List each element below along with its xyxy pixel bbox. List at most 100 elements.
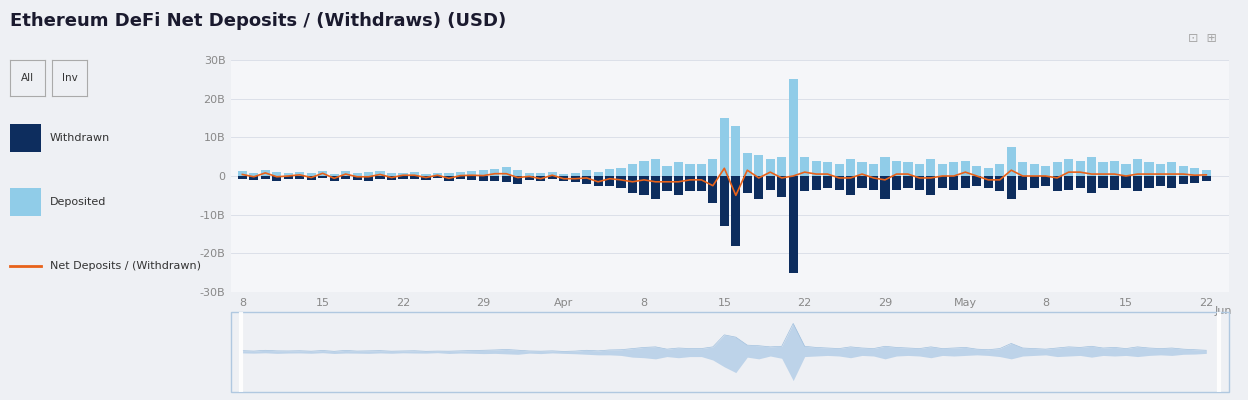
- Bar: [950, 176, 958, 190]
- Bar: [822, 162, 832, 176]
- Bar: [295, 176, 305, 179]
- Bar: [537, 176, 545, 182]
- Bar: [1109, 160, 1119, 176]
- Bar: [295, 172, 305, 176]
- Bar: [1030, 176, 1038, 188]
- Bar: [972, 166, 981, 176]
- Bar: [961, 176, 970, 188]
- Bar: [696, 164, 706, 176]
- Bar: [364, 172, 373, 176]
- Bar: [995, 164, 1005, 176]
- Bar: [731, 176, 740, 246]
- Bar: [628, 176, 638, 194]
- Bar: [1065, 158, 1073, 176]
- Bar: [594, 176, 603, 186]
- Bar: [582, 176, 592, 184]
- Bar: [651, 176, 660, 199]
- Bar: [835, 164, 844, 176]
- Bar: [904, 162, 912, 176]
- Bar: [524, 176, 534, 180]
- Bar: [1109, 176, 1119, 190]
- Bar: [789, 176, 797, 273]
- Bar: [639, 176, 649, 195]
- Bar: [1156, 176, 1166, 186]
- Bar: [467, 171, 477, 176]
- Bar: [926, 176, 936, 195]
- Bar: [387, 176, 396, 180]
- Bar: [502, 168, 510, 176]
- Bar: [283, 176, 293, 180]
- Bar: [1167, 176, 1177, 188]
- Bar: [778, 176, 786, 197]
- Bar: [617, 176, 625, 188]
- Bar: [846, 176, 855, 195]
- Bar: [800, 157, 809, 176]
- Bar: [869, 164, 879, 176]
- Bar: [1087, 176, 1096, 194]
- Bar: [937, 164, 947, 176]
- Bar: [743, 153, 751, 176]
- Bar: [444, 176, 453, 181]
- Text: Net Deposits / (Withdrawn): Net Deposits / (Withdrawn): [50, 261, 201, 271]
- Bar: [880, 176, 890, 199]
- Bar: [605, 169, 614, 176]
- Bar: [950, 162, 958, 176]
- Bar: [513, 176, 523, 184]
- Bar: [709, 176, 718, 203]
- Bar: [272, 172, 281, 176]
- Bar: [685, 176, 694, 192]
- Bar: [1007, 147, 1016, 176]
- Bar: [1133, 176, 1142, 192]
- Bar: [283, 172, 293, 176]
- Bar: [329, 174, 338, 176]
- Bar: [409, 176, 419, 180]
- Text: Deposited: Deposited: [50, 197, 106, 207]
- Bar: [663, 166, 671, 176]
- Bar: [433, 176, 442, 178]
- Bar: [731, 126, 740, 176]
- Bar: [398, 176, 408, 179]
- Bar: [1052, 162, 1062, 176]
- Bar: [1179, 176, 1188, 184]
- Bar: [1144, 162, 1153, 176]
- Bar: [524, 172, 534, 176]
- Bar: [720, 118, 729, 176]
- Bar: [685, 164, 694, 176]
- Bar: [433, 173, 442, 176]
- Bar: [1179, 166, 1188, 176]
- Bar: [1018, 162, 1027, 176]
- Text: All: All: [21, 73, 34, 83]
- Bar: [961, 160, 970, 176]
- Bar: [663, 176, 671, 192]
- Bar: [456, 172, 466, 176]
- Bar: [766, 176, 775, 190]
- Text: ⊡  ⊞: ⊡ ⊞: [1188, 32, 1217, 45]
- Bar: [1144, 176, 1153, 188]
- Bar: [1191, 176, 1199, 183]
- Bar: [754, 176, 764, 199]
- Bar: [352, 173, 362, 176]
- Bar: [937, 176, 947, 188]
- Bar: [272, 176, 281, 181]
- Bar: [1167, 162, 1177, 176]
- Bar: [467, 176, 477, 180]
- Bar: [915, 164, 924, 176]
- Bar: [261, 176, 270, 179]
- Bar: [479, 176, 488, 182]
- Bar: [1041, 166, 1051, 176]
- Bar: [364, 176, 373, 181]
- Bar: [341, 176, 351, 180]
- Bar: [743, 176, 751, 194]
- Bar: [570, 176, 580, 182]
- Bar: [548, 172, 557, 176]
- Bar: [250, 176, 258, 180]
- Bar: [617, 168, 625, 176]
- Bar: [376, 171, 384, 176]
- Bar: [444, 173, 453, 176]
- Bar: [869, 176, 879, 190]
- Bar: [1098, 162, 1108, 176]
- Bar: [422, 176, 431, 180]
- Bar: [250, 173, 258, 176]
- Bar: [422, 174, 431, 176]
- Bar: [376, 176, 384, 179]
